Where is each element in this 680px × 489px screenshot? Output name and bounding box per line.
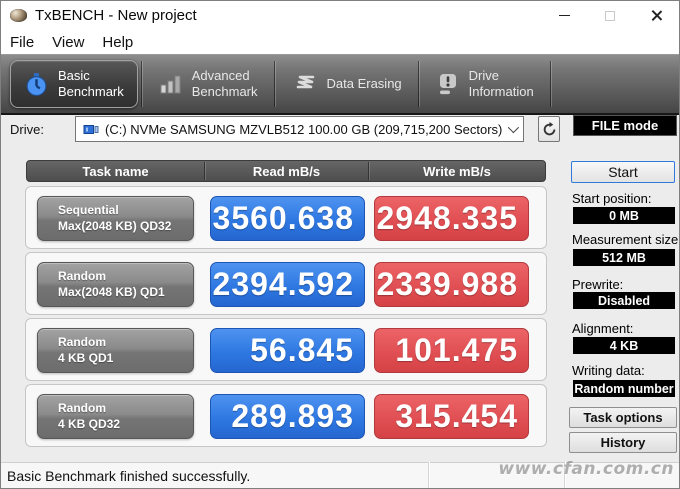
task-button-random-4kb-qd32[interactable]: Random 4 KB QD32 [37, 394, 194, 439]
app-icon [10, 9, 27, 22]
tab-drive-information[interactable]: Drive Information [423, 60, 547, 108]
drive-select[interactable]: (C:) NVMe SAMSUNG MZVLB512 100.00 GB (20… [75, 116, 524, 142]
tab-separator [417, 61, 420, 107]
drive-icon [83, 123, 99, 136]
title-bar: TxBENCH - New project [1, 1, 679, 30]
read-speed-value: 56.845 [210, 328, 365, 373]
bar-chart-icon [159, 73, 183, 95]
tab-label-line2: Information [468, 84, 534, 99]
minimize-button[interactable] [541, 1, 587, 30]
alignment-value[interactable]: 4 KB [573, 337, 675, 354]
task-button-random-qd1-max[interactable]: Random Max(2048 KB) QD1 [37, 262, 194, 307]
task-name-line1: Random [58, 334, 106, 349]
window-title: TxBENCH - New project [35, 7, 197, 24]
write-speed-value: 2339.988 [374, 262, 529, 307]
results-table-header: Task name Read mB/s Write mB/s [26, 160, 546, 182]
history-button[interactable]: History [569, 432, 677, 453]
menu-item-view[interactable]: View [52, 33, 85, 51]
header-divider [204, 162, 205, 180]
write-speed-value: 101.475 [374, 328, 529, 373]
start-position-value[interactable]: 0 MB [573, 207, 675, 224]
tab-separator [549, 61, 552, 107]
tab-label-line2: Benchmark [191, 84, 258, 99]
stopwatch-icon [24, 72, 49, 97]
start-button[interactable]: Start [571, 161, 675, 183]
prewrite-value[interactable]: Disabled [573, 292, 675, 309]
task-name-line1: Sequential [58, 202, 119, 217]
tab-label-line2: Benchmark [58, 84, 124, 99]
eraser-zigzag-icon [292, 74, 318, 94]
refresh-drives-button[interactable] [538, 116, 560, 142]
measurement-size-value[interactable]: 512 MB [573, 249, 675, 266]
status-bar-divider [428, 462, 429, 488]
table-row: Random 4 KB QD32 289.893 315.454 [25, 384, 547, 447]
task-name-line2: 4 KB QD1 [58, 350, 114, 365]
watermark: www.cfan.com.cn [498, 459, 674, 479]
task-name-line1: Random [58, 400, 106, 415]
prewrite-label: Prewrite: [572, 277, 624, 292]
column-header-write: Write mB/s [423, 163, 491, 179]
table-row: Random 4 KB QD1 56.845 101.475 [25, 318, 547, 381]
task-button-random-4kb-qd1[interactable]: Random 4 KB QD1 [37, 328, 194, 373]
tab-label: Basic Benchmark [58, 68, 124, 101]
read-speed-value: 2394.592 [210, 262, 365, 307]
window-controls [541, 1, 679, 30]
task-name-line2: Max(2048 KB) QD1 [58, 284, 165, 299]
status-message: Basic Benchmark finished successfully. [7, 468, 251, 484]
write-speed-value: 2948.335 [374, 196, 529, 241]
refresh-icon [542, 121, 557, 137]
column-header-task-name: Task name [82, 163, 149, 179]
tab-label-line1: Basic [58, 67, 90, 83]
file-mode-button[interactable]: FILE mode [573, 115, 677, 136]
table-row: Sequential Max(2048 KB) QD32 3560.638 29… [25, 186, 547, 249]
task-button-sequential-qd32[interactable]: Sequential Max(2048 KB) QD32 [37, 196, 194, 241]
chevron-down-icon [507, 121, 520, 134]
status-bar: Basic Benchmark finished successfully. [1, 462, 679, 488]
task-name-line2: 4 KB QD32 [58, 416, 121, 431]
minimize-icon [558, 15, 570, 16]
tab-separator [273, 61, 276, 107]
tab-label-line1: Data Erasing [326, 75, 402, 91]
read-speed-value: 289.893 [210, 394, 365, 439]
drive-info-icon [436, 73, 460, 96]
close-icon [650, 9, 663, 22]
tab-label: Data Erasing [327, 76, 402, 92]
menu-bar: File View Help [1, 30, 679, 54]
status-bar-divider [564, 462, 565, 488]
tab-advanced-benchmark[interactable]: Advanced Benchmark [146, 60, 271, 108]
start-position-label: Start position: [572, 191, 652, 206]
close-button[interactable] [633, 1, 679, 30]
table-row: Random Max(2048 KB) QD1 2394.592 2339.98… [25, 252, 547, 315]
write-speed-value: 315.454 [374, 394, 529, 439]
alignment-label: Alignment: [572, 321, 634, 336]
writing-data-value[interactable]: Random number [573, 380, 675, 397]
task-name-line1: Random [58, 268, 106, 283]
tab-data-erasing[interactable]: Data Erasing [279, 60, 415, 108]
writing-data-label: Writing data: [572, 363, 645, 378]
drive-selected-value: (C:) NVMe SAMSUNG MZVLB512 100.00 GB (20… [105, 121, 503, 137]
maximize-button[interactable] [587, 1, 633, 30]
tab-label: Advanced Benchmark [192, 68, 258, 101]
menu-item-file[interactable]: File [10, 33, 35, 51]
tab-label-line1: Drive [468, 67, 499, 83]
drive-label: Drive: [10, 122, 44, 137]
task-options-button[interactable]: Task options [569, 407, 677, 428]
tab-label-line1: Advanced [191, 67, 250, 83]
tab-bar: Basic Benchmark Advanced Benchmark [1, 54, 679, 115]
tab-basic-benchmark[interactable]: Basic Benchmark [10, 60, 138, 108]
read-speed-value: 3560.638 [210, 196, 365, 241]
header-divider [368, 162, 369, 180]
menu-item-help[interactable]: Help [102, 33, 134, 51]
measurement-size-label: Measurement size: [572, 232, 680, 247]
task-name-line2: Max(2048 KB) QD32 [58, 218, 172, 233]
tab-label: Drive Information [469, 68, 534, 101]
tab-separator [140, 61, 143, 107]
column-header-read: Read mB/s [252, 163, 321, 179]
maximize-icon [605, 10, 615, 21]
